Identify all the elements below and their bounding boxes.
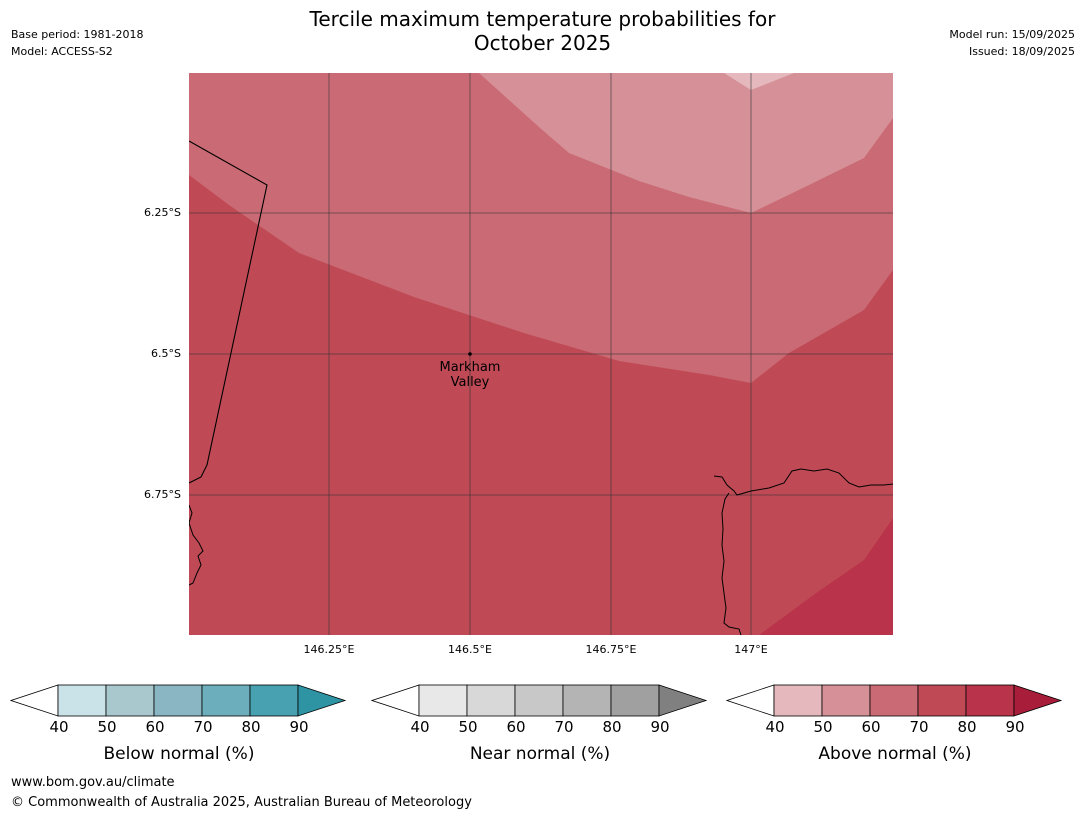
- near-swatch-2: [514, 684, 564, 717]
- above-tick-90: 90: [1005, 718, 1025, 736]
- near-swatch-1: [466, 684, 516, 717]
- near-tick-80: 80: [602, 718, 622, 736]
- below-normal-label: Below normal (%): [103, 744, 255, 764]
- issued-date: Issued: 18/09/2025: [968, 45, 1075, 58]
- place-name-line-2: Valley: [450, 375, 490, 390]
- meta-left: Base period: 1981-2018 Model: ACCESS-S2: [11, 26, 143, 60]
- above-tick-50: 50: [813, 718, 833, 736]
- below-tick-70: 70: [193, 718, 213, 736]
- below-tick-90: 90: [289, 718, 309, 736]
- near-tick-40: 40: [410, 718, 430, 736]
- above-swatch-1: [821, 684, 871, 717]
- below-swatch-3: [201, 684, 251, 717]
- title-line-2: October 2025: [473, 31, 612, 55]
- above-tick-70: 70: [909, 718, 929, 736]
- above-tick-40: 40: [765, 718, 785, 736]
- place-name-line-1: Markham: [439, 360, 501, 375]
- footer-copyright: © Commonwealth of Australia 2025, Austra…: [11, 795, 472, 810]
- near-normal-label: Near normal (%): [469, 744, 611, 764]
- above-swatch-0: [773, 684, 823, 717]
- lat-label-2: 6.5°S: [151, 347, 181, 360]
- title-line-1: Tercile maximum temperature probabilitie…: [309, 7, 776, 31]
- above-extend-low: [726, 684, 775, 717]
- below-swatch-1: [105, 684, 155, 717]
- below-swatch-0: [57, 684, 107, 717]
- below-tick-80: 80: [241, 718, 261, 736]
- below-swatch-4: [249, 684, 299, 717]
- near-tick-70: 70: [554, 718, 574, 736]
- near-swatch-3: [562, 684, 612, 717]
- below-swatch-2: [153, 684, 203, 717]
- below-tick-60: 60: [145, 718, 165, 736]
- above-swatch-3: [917, 684, 967, 717]
- province-border: [189, 140, 268, 484]
- lon-label-4: 147°E: [734, 643, 768, 656]
- colorbar-below: [10, 684, 347, 717]
- model-name: Model: ACCESS-S2: [11, 45, 113, 58]
- below-extend-high: [297, 684, 347, 717]
- above-tick-60: 60: [861, 718, 881, 736]
- zone-50-60: [479, 73, 893, 213]
- below-tick-50: 50: [97, 718, 117, 736]
- below-tick-40: 40: [49, 718, 69, 736]
- above-extend-high: [1013, 684, 1063, 717]
- lon-label-1: 146.25°E: [303, 643, 355, 656]
- model-run: Model run: 15/09/2025: [949, 28, 1075, 41]
- colorbar-above: [726, 684, 1063, 717]
- near-tick-50: 50: [458, 718, 478, 736]
- above-tick-80: 80: [957, 718, 977, 736]
- above-swatch-2: [869, 684, 919, 717]
- meta-right: Model run: 15/09/2025 Issued: 18/09/2025: [949, 26, 1075, 60]
- above-normal-label: Above normal (%): [818, 744, 972, 764]
- place-label: Markham Valley: [420, 360, 520, 390]
- lat-label-1: 6.25°S: [144, 206, 181, 219]
- above-swatch-4: [965, 684, 1015, 717]
- near-extend-low: [371, 684, 420, 717]
- lat-label-3: 6.75°S: [144, 488, 181, 501]
- base-period: Base period: 1981-2018: [11, 28, 144, 41]
- near-swatch-4: [610, 684, 660, 717]
- location-marker: [468, 352, 472, 356]
- near-swatch-0: [418, 684, 468, 717]
- below-extend-low: [10, 684, 59, 717]
- footer-url: www.bom.gov.au/climate: [11, 775, 175, 790]
- map-title: Tercile maximum temperature probabilitie…: [0, 7, 1085, 55]
- coastline-west: [189, 504, 204, 586]
- lon-label-3: 146.75°E: [585, 643, 637, 656]
- colorbar-near: [371, 684, 708, 717]
- near-extend-high: [658, 684, 708, 717]
- lon-label-2: 146.5°E: [448, 643, 492, 656]
- coastline-north: [713, 468, 893, 496]
- near-tick-90: 90: [650, 718, 670, 736]
- zone-40-50: [724, 73, 794, 90]
- near-tick-60: 60: [506, 718, 526, 736]
- coastline-east: [721, 492, 742, 635]
- probability-map: [189, 73, 893, 635]
